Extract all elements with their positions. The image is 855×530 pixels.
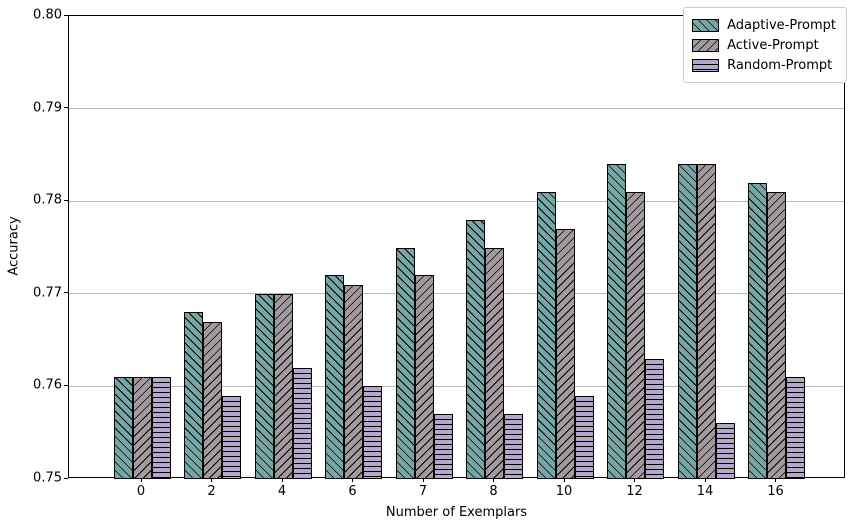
x-tick-mark: [775, 478, 776, 482]
bar-adaptive-prompt-x12: [607, 164, 626, 479]
bar-random-prompt-x4: [292, 367, 312, 479]
bar-adaptive-prompt-x7: [395, 247, 415, 479]
bar-random-prompt-x8: [504, 414, 523, 479]
bar-random-prompt-x10: [574, 395, 594, 479]
bar-random-prompt-x12: [645, 358, 664, 479]
bar-random-prompt-x2: [222, 395, 241, 479]
bar-adaptive-prompt-x8: [466, 219, 485, 479]
bar-active-prompt-x6: [344, 284, 363, 479]
bar-random-prompt-x0: [151, 377, 171, 479]
gridline: [69, 385, 844, 387]
bar-random-prompt-x7: [433, 414, 453, 479]
legend-swatch-active-prompt: [692, 38, 720, 52]
bar-active-prompt-x7: [414, 275, 434, 479]
plot-area: [68, 15, 845, 479]
gridline: [69, 293, 844, 295]
x-tick-mark: [422, 478, 424, 482]
x-tick-mark: [140, 478, 142, 482]
x-tick-mark: [634, 478, 635, 482]
legend-item: Random-Prompt: [692, 55, 836, 75]
bar-adaptive-prompt-x10: [536, 191, 556, 479]
bar-active-prompt-x14: [696, 164, 716, 479]
legend-swatch-random-prompt: [692, 58, 720, 72]
bar-adaptive-prompt-x6: [325, 275, 344, 479]
legend-label: Adaptive-Prompt: [727, 17, 836, 33]
x-tick-label: 8: [489, 484, 498, 499]
legend-label: Random-Prompt: [727, 57, 833, 73]
bar-active-prompt-x10: [555, 228, 575, 479]
x-tick-label: 6: [348, 484, 357, 499]
bar-adaptive-prompt-x16: [748, 182, 767, 479]
x-tick-label: 16: [767, 484, 784, 499]
y-tick-label: 0.76: [33, 377, 62, 393]
x-tick-label: 2: [207, 484, 216, 499]
y-tick-label: 0.75: [33, 470, 62, 486]
y-tick-mark: [64, 14, 68, 16]
y-tick-mark: [64, 477, 68, 479]
x-tick-mark: [352, 478, 353, 482]
y-tick-label: 0.80: [33, 7, 62, 23]
x-tick-label: 4: [277, 484, 287, 499]
bar-random-prompt-x16: [786, 377, 805, 479]
y-tick-label: 0.79: [33, 100, 62, 116]
legend-label: Active-Prompt: [727, 37, 819, 53]
bar-adaptive-prompt-x2: [184, 312, 203, 479]
x-tick-mark: [493, 478, 494, 482]
bar-active-prompt-x4: [273, 293, 293, 479]
y-tick-label: 0.78: [33, 192, 62, 208]
gridline: [69, 200, 844, 202]
x-tick-mark: [563, 478, 565, 482]
bar-active-prompt-x8: [485, 247, 504, 479]
legend-item: Active-Prompt: [692, 35, 836, 55]
bar-random-prompt-x6: [363, 386, 382, 479]
y-tick-mark: [64, 384, 68, 386]
x-tick-mark: [704, 478, 706, 482]
bar-adaptive-prompt-x14: [677, 164, 697, 479]
legend-item: Adaptive-Prompt: [692, 15, 836, 35]
bar-random-prompt-x14: [715, 423, 735, 479]
bar-active-prompt-x0: [132, 377, 152, 479]
x-tick-label: 7: [418, 484, 428, 499]
x-tick-label: 0: [136, 484, 146, 499]
legend: Adaptive-Prompt Active-Prompt Random-Promp…: [683, 7, 847, 83]
x-tick-label: 14: [696, 484, 714, 499]
y-tick-mark: [64, 292, 68, 294]
x-tick-mark: [211, 478, 212, 482]
x-tick-label: 12: [626, 484, 643, 499]
y-axis-label: Accuracy: [6, 216, 22, 276]
bar-active-prompt-x2: [203, 321, 222, 479]
y-tick-label: 0.77: [33, 285, 62, 301]
y-tick-mark: [64, 107, 68, 109]
x-tick-mark: [281, 478, 283, 482]
y-tick-mark: [64, 199, 68, 201]
gridline: [69, 108, 844, 110]
bar-active-prompt-x16: [767, 191, 786, 479]
x-axis-label: Number of Exemplars: [385, 505, 528, 520]
bar-adaptive-prompt-x0: [113, 377, 133, 479]
x-tick-label: 10: [555, 484, 573, 499]
bar-active-prompt-x12: [626, 191, 645, 479]
legend-swatch-adaptive-prompt: [692, 18, 720, 32]
bar-adaptive-prompt-x4: [254, 293, 274, 479]
